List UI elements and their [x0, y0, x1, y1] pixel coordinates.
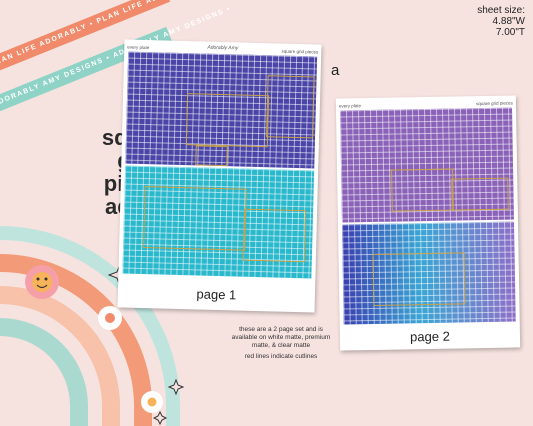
variant-letter: a [331, 62, 340, 79]
availability-text: these are a 2 page set and is available … [231, 326, 331, 349]
daisy-icon [98, 306, 163, 413]
page-1-label: page 1 [196, 286, 237, 303]
smiley-flower-icon [25, 265, 59, 299]
page-2-sheet: every plate square grid pieces page 2 [335, 95, 521, 351]
page-2-right-header: square grid pieces [476, 100, 513, 107]
sheet-width: 4.88"W [492, 16, 525, 27]
page-2-grid-bottom [342, 221, 516, 325]
sheet-size-label: sheet size: [477, 5, 525, 16]
page-2-label: page 2 [409, 328, 450, 345]
cutline-text: red lines indicate cutlines [244, 353, 318, 360]
availability-note: these are a 2 page set and is available … [229, 326, 333, 364]
page-1-sheet: every plate Adorably Amy square grid pie… [117, 39, 322, 313]
cutline [143, 186, 247, 251]
cutline [195, 145, 228, 167]
page-1-grid-bottom [122, 165, 315, 279]
sheet-height: 7.00"T [495, 27, 525, 38]
cutline [451, 177, 509, 211]
cutline [372, 252, 466, 306]
page-2-grid-top [340, 107, 514, 223]
cutline [185, 93, 270, 148]
sheet-size-info: sheet size: 4.88"W 7.00"T [477, 5, 525, 38]
cutline [391, 168, 454, 212]
page-2-left-header: every plate [338, 103, 362, 109]
page-1-grid-top [125, 51, 318, 169]
cutline [242, 208, 307, 263]
cutline [266, 75, 315, 139]
page-1-right-header: square grid pieces [281, 48, 319, 55]
